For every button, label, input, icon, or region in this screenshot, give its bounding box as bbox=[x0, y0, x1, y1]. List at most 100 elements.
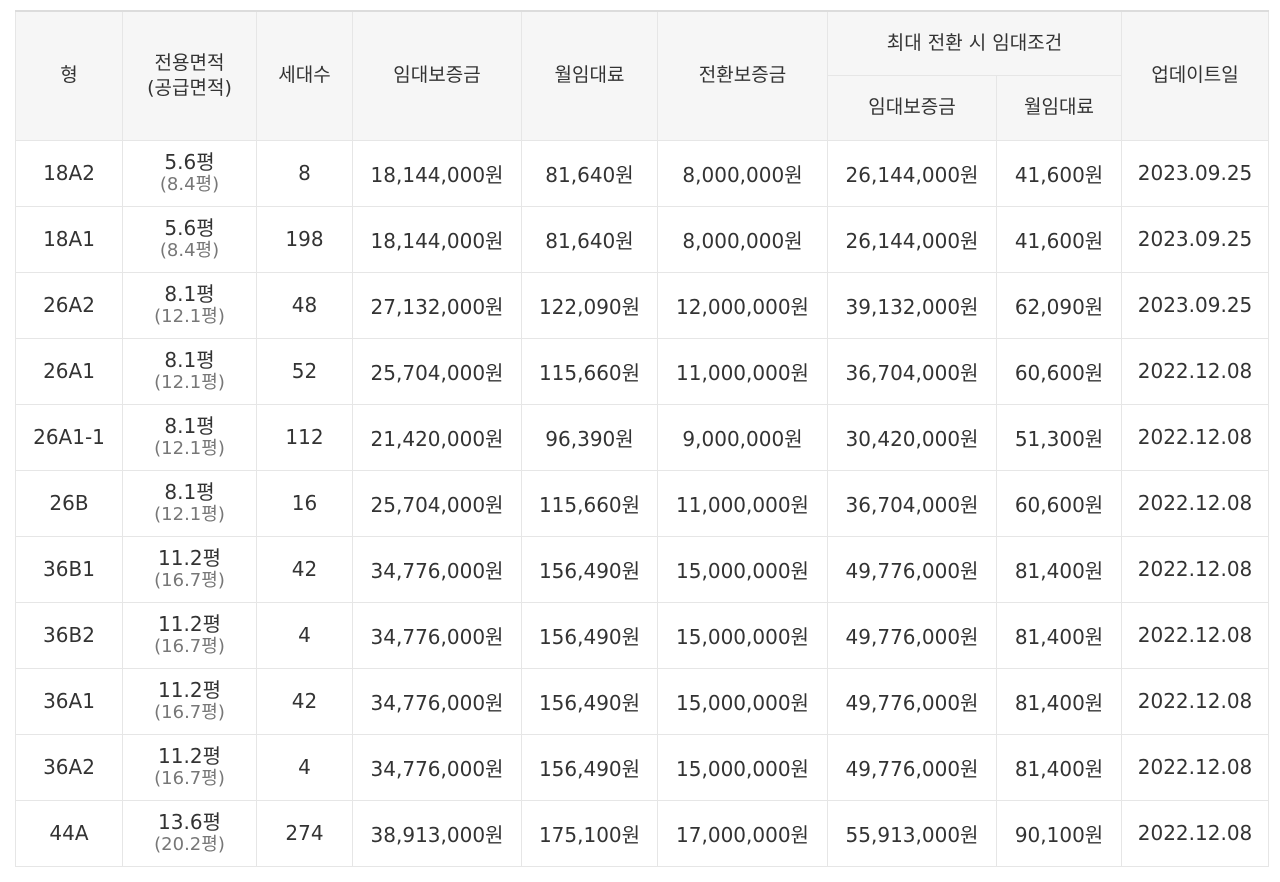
cell-update-date: 2022.12.08 bbox=[1121, 337, 1270, 405]
rental-conditions-table: 형 전용면적 (공급면적) 세대수 임대보증금 월임대료 전환보증금 최대 전환… bbox=[15, 10, 1270, 867]
cell-max-deposit: 49,776,000원 bbox=[827, 601, 997, 669]
table-row: 26A2 8.1평 (12.1평) 48 27,132,000원 122,090원 12,0… bbox=[15, 271, 1270, 339]
header-deposit: 임대보증금 bbox=[352, 10, 522, 141]
header-row: 형 전용면적 (공급면적) 세대수 임대보증금 월임대료 전환보증금 최대 전환… bbox=[15, 10, 1270, 141]
table-header: 형 전용면적 (공급면적) 세대수 임대보증금 월임대료 전환보증금 최대 전환… bbox=[15, 10, 1270, 141]
table-row: 44A 13.6평 (20.2평) 274 38,913,000원 175,100원 17,… bbox=[15, 799, 1270, 867]
supply-area: (16.7평) bbox=[154, 767, 225, 789]
cell-conversion-deposit: 15,000,000원 bbox=[657, 733, 828, 801]
supply-area: (8.4평) bbox=[159, 239, 220, 261]
header-type: 형 bbox=[15, 10, 123, 141]
cell-max-deposit: 49,776,000원 bbox=[827, 535, 997, 603]
cell-households: 42 bbox=[256, 535, 353, 603]
exclusive-area: 8.1평 bbox=[164, 281, 215, 306]
cell-type: 18A1 bbox=[15, 205, 123, 273]
cell-area: 8.1평 (12.1평) bbox=[122, 469, 257, 537]
cell-households: 4 bbox=[256, 733, 353, 801]
cell-type: 26A2 bbox=[15, 271, 123, 339]
cell-conversion-deposit: 15,000,000원 bbox=[657, 601, 828, 669]
supply-area: (12.1평) bbox=[154, 371, 225, 393]
cell-max-monthly-rent: 81,400원 bbox=[995, 535, 1123, 603]
exclusive-area: 11.2평 bbox=[158, 743, 221, 768]
cell-type: 26A1-1 bbox=[15, 403, 123, 471]
cell-conversion-deposit: 8,000,000원 bbox=[657, 139, 828, 207]
cell-households: 4 bbox=[256, 601, 353, 669]
cell-max-monthly-rent: 60,600원 bbox=[995, 469, 1123, 537]
cell-update-date: 2022.12.08 bbox=[1121, 469, 1270, 537]
exclusive-area: 11.2평 bbox=[158, 677, 221, 702]
table-row: 26A1-1 8.1평 (12.1평) 112 21,420,000원 96,390원 9,… bbox=[15, 403, 1270, 471]
supply-area: (16.7평) bbox=[154, 635, 225, 657]
cell-monthly-rent: 81,640원 bbox=[521, 205, 658, 273]
cell-max-monthly-rent: 41,600원 bbox=[995, 205, 1123, 273]
cell-monthly-rent: 156,490원 bbox=[521, 601, 658, 669]
cell-conversion-deposit: 12,000,000원 bbox=[657, 271, 828, 339]
rental-table-container: 형 전용면적 (공급면적) 세대수 임대보증금 월임대료 전환보증금 최대 전환… bbox=[15, 10, 1270, 867]
cell-households: 42 bbox=[256, 667, 353, 735]
cell-monthly-rent: 115,660원 bbox=[521, 337, 658, 405]
cell-monthly-rent: 96,390원 bbox=[521, 403, 658, 471]
cell-deposit: 34,776,000원 bbox=[352, 535, 522, 603]
header-max-monthly-rent: 월임대료 bbox=[995, 74, 1123, 141]
cell-type: 36B2 bbox=[15, 601, 123, 669]
cell-conversion-deposit: 15,000,000원 bbox=[657, 667, 828, 735]
exclusive-area: 11.2평 bbox=[158, 545, 221, 570]
cell-households: 274 bbox=[256, 799, 353, 867]
cell-max-deposit: 39,132,000원 bbox=[827, 271, 997, 339]
cell-area: 8.1평 (12.1평) bbox=[122, 271, 257, 339]
cell-update-date: 2022.12.08 bbox=[1121, 667, 1270, 735]
cell-max-monthly-rent: 51,300원 bbox=[995, 403, 1123, 471]
cell-max-deposit: 36,704,000원 bbox=[827, 337, 997, 405]
cell-max-monthly-rent: 81,400원 bbox=[995, 667, 1123, 735]
cell-max-monthly-rent: 60,600원 bbox=[995, 337, 1123, 405]
cell-households: 198 bbox=[256, 205, 353, 273]
cell-max-monthly-rent: 81,400원 bbox=[995, 733, 1123, 801]
header-max-conversion-group: 최대 전환 시 임대조건 bbox=[826, 10, 1123, 76]
table-row: 18A2 5.6평 (8.4평) 8 18,144,000원 81,640원 8,000,0… bbox=[15, 139, 1270, 207]
cell-area: 5.6평 (8.4평) bbox=[122, 205, 257, 273]
supply-area: (16.7평) bbox=[154, 569, 225, 591]
cell-type: 44A bbox=[15, 799, 123, 867]
cell-area: 11.2평 (16.7평) bbox=[122, 601, 257, 669]
supply-area: (20.2평) bbox=[154, 833, 225, 855]
cell-monthly-rent: 156,490원 bbox=[521, 535, 658, 603]
cell-max-deposit: 26,144,000원 bbox=[827, 205, 997, 273]
header-area-line2: (공급면적) bbox=[147, 76, 232, 99]
exclusive-area: 5.6평 bbox=[164, 215, 215, 240]
cell-deposit: 18,144,000원 bbox=[352, 205, 522, 273]
cell-type: 18A2 bbox=[15, 139, 123, 207]
cell-monthly-rent: 156,490원 bbox=[521, 733, 658, 801]
cell-deposit: 21,420,000원 bbox=[352, 403, 522, 471]
table-row: 36A1 11.2평 (16.7평) 42 34,776,000원 156,490원 15,… bbox=[15, 667, 1270, 735]
cell-type: 36A2 bbox=[15, 733, 123, 801]
cell-max-deposit: 26,144,000원 bbox=[827, 139, 997, 207]
cell-area: 8.1평 (12.1평) bbox=[122, 403, 257, 471]
cell-deposit: 18,144,000원 bbox=[352, 139, 522, 207]
cell-area: 8.1평 (12.1평) bbox=[122, 337, 257, 405]
supply-area: (12.1평) bbox=[154, 503, 225, 525]
cell-conversion-deposit: 9,000,000원 bbox=[657, 403, 828, 471]
table-row: 36A2 11.2평 (16.7평) 4 34,776,000원 156,490원 15,0… bbox=[15, 733, 1270, 801]
cell-max-deposit: 49,776,000원 bbox=[827, 667, 997, 735]
cell-monthly-rent: 122,090원 bbox=[521, 271, 658, 339]
exclusive-area: 8.1평 bbox=[164, 413, 215, 438]
cell-deposit: 25,704,000원 bbox=[352, 337, 522, 405]
cell-max-deposit: 49,776,000원 bbox=[827, 733, 997, 801]
cell-conversion-deposit: 15,000,000원 bbox=[657, 535, 828, 603]
supply-area: (16.7평) bbox=[154, 701, 225, 723]
header-update-date: 업데이트일 bbox=[1121, 10, 1270, 141]
cell-max-deposit: 30,420,000원 bbox=[827, 403, 997, 471]
cell-type: 26B bbox=[15, 469, 123, 537]
cell-conversion-deposit: 11,000,000원 bbox=[657, 337, 828, 405]
header-area-line1: 전용면적 bbox=[154, 51, 225, 74]
cell-update-date: 2022.12.08 bbox=[1121, 799, 1270, 867]
supply-area: (12.1평) bbox=[154, 437, 225, 459]
cell-type: 26A1 bbox=[15, 337, 123, 405]
cell-update-date: 2022.12.08 bbox=[1121, 403, 1270, 471]
cell-area: 5.6평 (8.4평) bbox=[122, 139, 257, 207]
table-body: 18A2 5.6평 (8.4평) 8 18,144,000원 81,640원 8,000,0… bbox=[15, 139, 1270, 867]
header-monthly-rent: 월임대료 bbox=[521, 10, 658, 141]
header-area: 전용면적 (공급면적) bbox=[122, 10, 257, 141]
table-row: 36B1 11.2평 (16.7평) 42 34,776,000원 156,490원 15,… bbox=[15, 535, 1270, 603]
header-households: 세대수 bbox=[256, 10, 353, 141]
